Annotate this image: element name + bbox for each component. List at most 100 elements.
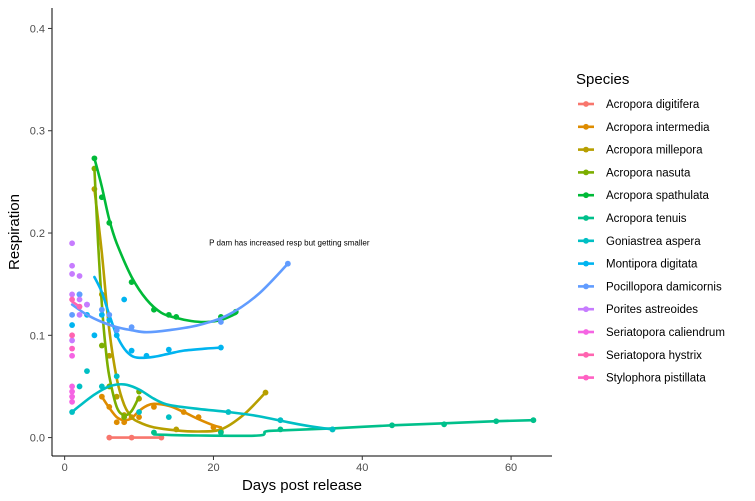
data-point-goniastrea-aspera [136,409,142,415]
data-point-acropora-millepora [262,389,269,396]
data-point-montipora-digitata [91,332,98,339]
data-point-seriatopora-caliendrum [69,352,75,359]
series-acropora-millepora [91,186,269,435]
data-point-montipora-digitata [121,296,128,303]
legend-item-acropora-spathulata: Acropora spathulata [578,190,710,202]
legend-label: Seriatopora hystrix [606,350,702,362]
axes [51,8,552,457]
series-acropora-digitifera [106,434,165,441]
legend-item-montipora-digitata: Montipora digitata [578,259,698,271]
legend-title: Species [576,71,629,88]
data-point-acropora-digitifera [106,434,113,441]
data-point-acropora-intermedia [180,409,187,415]
y-tick-label: 0.2 [30,228,45,240]
y-ticks: 0.0 0.1 0.2 0.3 0.4 [30,23,52,445]
data-point-acropora-tenuis [441,421,448,428]
y-tick-label: 0.4 [30,23,45,35]
legend-label: Acropora millepora [606,145,703,157]
data-point-goniastrea-aspera [329,426,336,433]
data-point-acropora-intermedia [98,393,105,400]
legend-label: Seriatopora caliendrum [606,327,725,339]
x-tick-label: 0 [62,462,68,474]
data-point-porites-astreoides [69,262,75,269]
data-point-goniastrea-aspera [69,409,75,415]
data-point-pocillopora-damicornis [69,311,75,318]
data-point-montipora-digitata [98,311,105,318]
data-point-acropora-intermedia [195,414,202,421]
legend-key-point [583,215,589,221]
x-tick-label: 60 [505,462,517,474]
data-point-acropora-intermedia [106,404,113,410]
data-point-acropora-intermedia [121,419,128,426]
data-point-acropora-spathulata [165,311,172,318]
trend-line-acropora-nasuta [93,167,141,417]
series-stylophora-pistillata [69,345,75,352]
legend-label: Montipora digitata [606,259,698,271]
legend-label: Stylophora pistillata [606,373,706,385]
legend-key-point [583,123,589,130]
legend-key-point [583,146,589,153]
trend-line-acropora-millepora [93,187,267,433]
data-point-stylophora-pistillata [69,345,75,352]
data-point-porites-astreoides [69,240,75,247]
data-point-acropora-nasuta [121,414,128,421]
data-point-pocillopora-damicornis [128,324,135,331]
annotation: P dam has increased resp but getting sma… [209,238,370,247]
data-point-acropora-tenuis [530,417,537,424]
data-point-acropora-spathulata [128,279,135,286]
data-point-seriatopora-hystrix [69,296,75,303]
data-point-porites-astreoides [76,311,83,318]
data-point-seriatopora-caliendrum [69,393,75,400]
trend-line-goniastrea-aspera [70,382,334,431]
legend-label: Goniastrea aspera [606,236,701,248]
legend-label: Acropora nasuta [606,167,691,179]
data-point-montipora-digitata [106,317,113,323]
series-seriatopora-caliendrum [69,352,75,405]
legend-key-point [583,237,589,244]
legend-key-point [583,374,589,381]
data-point-acropora-tenuis [151,429,157,436]
series-goniastrea-aspera [69,368,336,433]
legend-label: Acropora tenuis [606,213,687,225]
legend-item-seriatopora-caliendrum: Seriatopora caliendrum [578,327,725,339]
y-axis-title: Respiration [6,194,23,270]
data-point-montipora-digitata [128,347,135,354]
data-point-montipora-digitata [165,346,172,353]
legend: Species Acropora digitifera Acropora inte… [576,71,725,385]
data-point-pocillopora-damicornis [98,306,105,313]
data-point-montipora-digitata [69,322,75,328]
data-point-acropora-tenuis [493,418,500,425]
trend-line-montipora-digitata [93,275,223,360]
data-point-acropora-tenuis [389,422,395,429]
data-point-porites-astreoides [69,271,75,277]
data-point-pocillopora-damicornis [113,327,120,334]
trend-line-acropora-tenuis [152,418,535,438]
data-point-seriatopora-hystrix [69,332,75,339]
legend-label: Acropora digitifera [606,99,700,111]
data-point-acropora-intermedia [210,424,217,431]
data-point-acropora-spathulata [91,155,98,162]
data-point-acropora-spathulata [98,194,105,201]
data-point-goniastrea-aspera [84,368,90,375]
series-porites-astreoides [69,240,90,344]
legend-key-point [583,329,589,335]
data-point-seriatopora-caliendrum [69,388,75,395]
data-point-goniastrea-aspera [277,417,284,424]
data-point-acropora-intermedia [151,404,157,410]
series-pocillopora-damicornis [69,260,291,334]
data-point-seriatopora-hystrix [76,303,83,310]
y-tick-label: 0.3 [30,126,45,138]
data-point-goniastrea-aspera [165,414,172,421]
x-tick-label: 40 [356,462,368,474]
legend-key-point [583,192,589,199]
data-point-acropora-digitifera [158,434,165,441]
data-point-porites-astreoides [69,337,75,344]
y-tick-label: 0.1 [30,330,45,342]
data-point-acropora-spathulata [151,306,157,313]
x-axis-title: Days post release [242,477,362,494]
trend-line-pocillopora-damicornis [70,262,290,334]
data-point-pocillopora-damicornis [217,319,224,325]
x-ticks: 0 20 40 60 [62,456,517,474]
data-point-seriatopora-caliendrum [69,398,75,405]
data-point-montipora-digitata [217,344,224,351]
